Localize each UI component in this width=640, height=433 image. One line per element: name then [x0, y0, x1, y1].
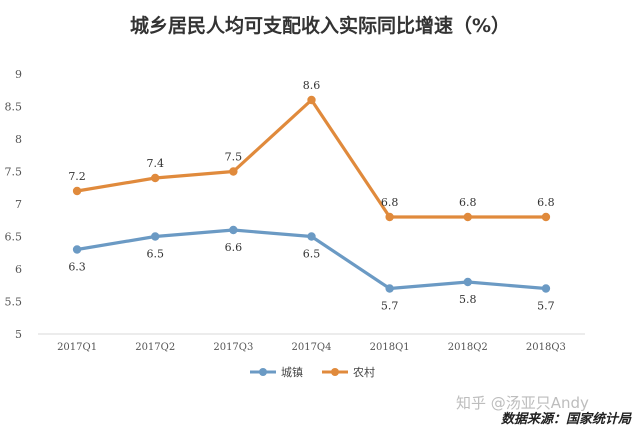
legend: 城镇 农村: [250, 365, 375, 379]
data-label: 5.7: [537, 300, 555, 313]
legend-item: 农村: [322, 365, 375, 379]
data-point: [463, 277, 472, 287]
data-label: 5.7: [381, 300, 399, 313]
series-城镇: 6.3 6.5 6.6 6.5 5.7 5.8 5.7: [68, 225, 555, 313]
series-农村: 7.2 7.4 7.5 8.6 6.8 6.8 6.8: [68, 79, 555, 222]
data-point: [72, 186, 82, 196]
data-point: [151, 232, 160, 241]
y-tick-label: 6.5: [5, 231, 23, 244]
data-label: 6.6: [225, 241, 243, 254]
legend-label: 城镇: [281, 365, 303, 379]
data-point: [229, 167, 238, 176]
data-point: [229, 225, 238, 235]
y-tick-label: 5.5: [5, 296, 23, 309]
y-tick-label: 9: [15, 68, 22, 81]
x-axis-ticks: 2017Q1 2017Q2 2017Q3 2017Q4 2018Q1 2018Q2 2018…: [57, 342, 566, 353]
x-tick-label: 2018Q1: [370, 342, 410, 353]
data-label: 6.8: [381, 196, 399, 209]
data-point: [151, 173, 160, 183]
source-note: 数据来源：国家统计局: [501, 411, 632, 427]
data-point: [541, 284, 551, 293]
data-label: 7.4: [146, 157, 164, 170]
watermark-text: 知乎 @汤亚只Andy: [456, 394, 589, 412]
data-label: 6.5: [303, 248, 321, 261]
data-label: 7.5: [225, 151, 243, 164]
data-point: [541, 212, 551, 222]
y-tick-label: 7.5: [5, 166, 23, 179]
x-tick-label: 2018Q3: [526, 342, 566, 353]
data-point: [307, 232, 316, 241]
data-label: 8.6: [303, 79, 321, 92]
legend-label: 农村: [353, 365, 375, 379]
data-point: [385, 212, 394, 222]
y-tick-label: 7: [15, 198, 22, 211]
data-label: 5.8: [459, 293, 477, 306]
data-point: [463, 212, 472, 222]
y-tick-label: 6: [15, 263, 22, 276]
series-layer: 6.3 6.5 6.6 6.5 5.7 5.8 5.7 7.2 7.4 7.5 8.6 6.8 6.8 6…: [68, 79, 554, 313]
y-tick-label: 5: [15, 328, 22, 341]
legend-swatch-marker: [331, 368, 339, 376]
y-tick-label: 8: [15, 133, 22, 146]
legend-swatch-marker: [259, 368, 267, 376]
legend-item: 城镇: [250, 365, 303, 379]
x-tick-label: 2017Q4: [291, 342, 331, 353]
data-label: 6.5: [146, 248, 164, 261]
x-tick-label: 2017Q1: [57, 342, 97, 353]
x-tick-label: 2018Q2: [448, 342, 488, 353]
data-label: 6.3: [68, 261, 86, 274]
x-tick-label: 2017Q2: [135, 342, 175, 353]
data-label: 7.2: [68, 170, 86, 183]
data-point: [72, 245, 82, 254]
y-tick-label: 8.5: [5, 101, 23, 114]
data-point: [307, 95, 316, 105]
data-point: [385, 284, 394, 293]
x-tick-label: 2017Q3: [213, 342, 253, 353]
data-label: 6.8: [459, 196, 477, 209]
chart-title: 城乡居民人均可支配收入实际同比增速（%）: [130, 14, 510, 37]
y-axis-ticks: 5 5.5 6 6.5 7 7.5 8 8.5 9: [5, 68, 23, 341]
data-label: 6.8: [537, 196, 555, 209]
